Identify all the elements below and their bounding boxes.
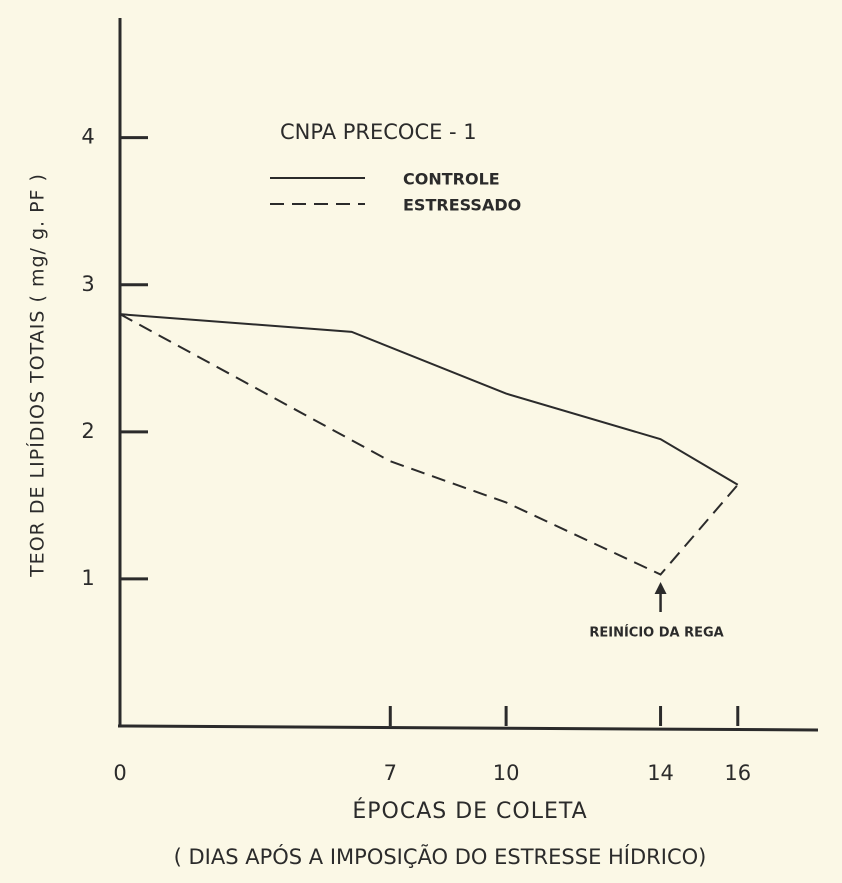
annotation: REINÍCIO DA REGA (589, 625, 723, 641)
chart-title: CNPA PRECOCE - 1 (280, 120, 477, 144)
legend-label: CONTROLE (403, 170, 500, 189)
legend-label: ESTRESSADO (403, 196, 521, 215)
x-axis-note: ( DIAS APÓS A IMPOSIÇÃO DO ESTRESSE HÍDR… (174, 843, 707, 869)
annotation-arrowhead (654, 582, 667, 594)
x-tick-label: 7 (384, 761, 397, 785)
y-axis-label: TEOR DE LIPÍDIOS TOTAIS ( mg/ g. PF ) (26, 173, 49, 578)
x-axis-label: ÉPOCAS DE COLETA (352, 798, 587, 824)
x-tick-label: 0 (113, 761, 126, 785)
line-series (119, 313, 739, 486)
y-tick-label: 2 (81, 419, 94, 443)
line-series (119, 313, 739, 576)
x-tick-label: 10 (493, 761, 520, 785)
y-tick-label: 3 (81, 272, 94, 296)
y-tick-label: 1 (81, 566, 94, 590)
y-tick-label: 4 (81, 125, 94, 149)
x-axis (117, 724, 819, 732)
x-tick-label: 16 (724, 761, 751, 785)
x-tick-label: 14 (647, 761, 674, 785)
